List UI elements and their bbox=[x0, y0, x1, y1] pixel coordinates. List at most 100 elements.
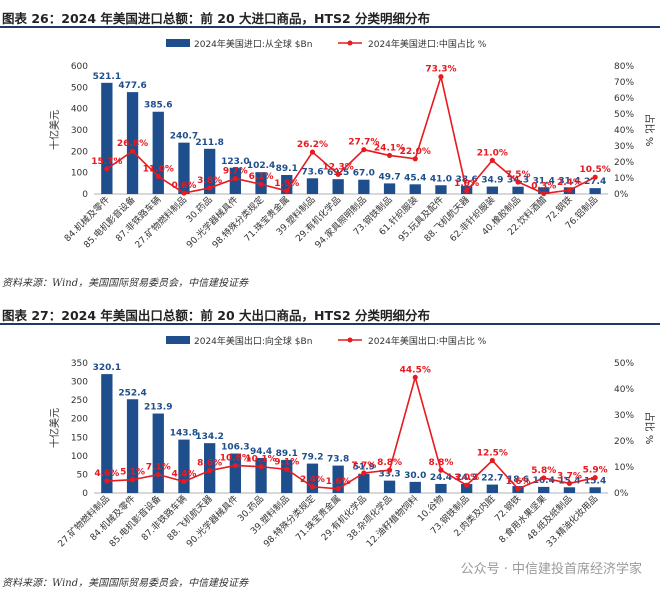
bar-value-label: 320.1 bbox=[93, 363, 121, 373]
bar bbox=[538, 486, 550, 493]
share-value-label: 10.5% bbox=[580, 165, 611, 175]
category-label: 84.机械及零件 bbox=[62, 194, 112, 244]
y2-tick-label: 40% bbox=[614, 385, 634, 395]
bar bbox=[409, 184, 421, 194]
bar-value-label: 22.7 bbox=[481, 474, 503, 484]
y2-tick-label: 30% bbox=[614, 142, 634, 152]
bar-value-label: 79.2 bbox=[301, 453, 323, 463]
share-point bbox=[232, 175, 238, 182]
figure-26-chart: 2024年美国进口:从全球 $Bn 2024年美国进口:中国占比 % 0 100 200… bbox=[48, 38, 656, 250]
bar-value-label: 38.6 bbox=[456, 175, 478, 185]
share-point bbox=[181, 190, 187, 196]
y2-tick-label: 10% bbox=[614, 463, 634, 473]
share-point bbox=[258, 464, 264, 470]
bar bbox=[538, 187, 550, 194]
bar-value-label: 521.1 bbox=[93, 72, 121, 82]
bar bbox=[306, 463, 319, 493]
y2-tick-label: 20% bbox=[614, 437, 634, 447]
share-point bbox=[129, 148, 136, 154]
share-value-label: 10.6% bbox=[220, 453, 251, 463]
figure-26-title: 图表 26：2024 年美国进口总额：前 20 大进口商品，HTS2 分类明细分… bbox=[2, 11, 431, 26]
y-tick-label: 300 bbox=[71, 126, 88, 136]
legend-line-marker bbox=[347, 337, 353, 343]
y-tick-label: 250 bbox=[71, 396, 88, 406]
figure-26-title-rule bbox=[0, 26, 660, 28]
legend-bar-label: 2024年美国出口:向全球 $Bn bbox=[194, 335, 312, 347]
share-point bbox=[541, 475, 547, 481]
bar-value-label: 15.4 bbox=[584, 476, 606, 486]
share-point bbox=[309, 484, 316, 490]
share-value-label: 5.9% bbox=[583, 466, 608, 476]
y-tick-label: 150 bbox=[71, 433, 88, 443]
share-value-label: 8.8% bbox=[428, 458, 453, 468]
y2-tick-label: 10% bbox=[614, 174, 634, 184]
bar bbox=[152, 111, 164, 194]
bar bbox=[435, 185, 447, 194]
bar-value-label: 102.4 bbox=[247, 161, 275, 171]
legend-bar-swatch bbox=[166, 39, 190, 47]
share-value-label: 0.6% bbox=[171, 181, 196, 191]
share-point bbox=[566, 480, 573, 486]
y2-tick-label: 50% bbox=[614, 359, 634, 369]
share-point bbox=[207, 185, 213, 191]
share-point bbox=[104, 478, 110, 484]
bar bbox=[306, 178, 319, 194]
share-value-label: 3.7% bbox=[557, 471, 582, 481]
legend-line-label: 2024年美国进口:中国占比 % bbox=[368, 38, 487, 50]
y-tick-label: 0 bbox=[82, 190, 88, 200]
y-tick-label: 0 bbox=[82, 489, 88, 499]
bar bbox=[101, 82, 113, 194]
share-point bbox=[438, 467, 444, 473]
share-value-label: 12.3% bbox=[323, 162, 354, 172]
bar-value-label: 73.6 bbox=[301, 167, 323, 177]
y-tick-label: 400 bbox=[71, 105, 88, 115]
share-point bbox=[284, 188, 290, 194]
share-value-label: 21.0% bbox=[477, 148, 508, 158]
bar bbox=[409, 481, 421, 493]
bar-value-label: 67.0 bbox=[353, 169, 375, 179]
y-tick-label: 200 bbox=[71, 147, 88, 157]
legend-line-label: 2024年美国出口:中国占比 % bbox=[368, 335, 487, 347]
share-value-label: 27.7% bbox=[348, 138, 379, 148]
bar-value-label: 477.6 bbox=[118, 81, 146, 91]
bar-value-label: 18.6 bbox=[507, 475, 529, 485]
share-value-label: 8.8% bbox=[377, 458, 402, 468]
share-point bbox=[489, 457, 495, 464]
share-value-label: 3.8% bbox=[197, 176, 222, 186]
y-tick-label: 500 bbox=[71, 83, 88, 93]
share-point bbox=[129, 477, 136, 483]
bar-value-label: 34.9 bbox=[481, 176, 503, 186]
bar bbox=[486, 484, 499, 493]
bar-value-label: 33.3 bbox=[378, 470, 400, 480]
share-value-label: 4.4% bbox=[171, 470, 196, 480]
share-value-label: 26.2% bbox=[297, 140, 328, 150]
share-value-label: 8.6% bbox=[197, 459, 222, 469]
bar bbox=[358, 473, 370, 493]
bar bbox=[512, 186, 524, 194]
figure-27-title-rule bbox=[0, 323, 660, 325]
y-tick-label: 200 bbox=[71, 415, 88, 425]
bar bbox=[486, 186, 499, 194]
bar bbox=[332, 465, 344, 493]
share-value-label: 15.7% bbox=[91, 157, 122, 167]
bar bbox=[101, 374, 113, 493]
bar bbox=[178, 142, 190, 194]
share-value-label: 1.9% bbox=[454, 179, 479, 189]
bar-value-label: 106.3 bbox=[221, 443, 249, 453]
share-point bbox=[335, 171, 341, 177]
bar-value-label: 30.0 bbox=[404, 471, 426, 481]
bar-value-label: 45.4 bbox=[404, 173, 426, 183]
y2-tick-label: 0% bbox=[614, 190, 629, 200]
share-value-label: 44.5% bbox=[400, 365, 431, 375]
bar bbox=[383, 183, 396, 194]
share-point bbox=[207, 468, 213, 474]
share-point bbox=[412, 156, 418, 162]
share-point bbox=[155, 173, 161, 179]
bar-value-label: 41.0 bbox=[430, 174, 452, 184]
watermark: 公众号 · 中信建投首席经济学家 bbox=[460, 562, 642, 577]
share-point bbox=[541, 190, 547, 197]
bar bbox=[126, 92, 139, 194]
y2-tick-label: 60% bbox=[614, 94, 634, 104]
share-value-label: 9.7% bbox=[223, 166, 248, 176]
y-axis-title: 十亿美元 bbox=[48, 110, 61, 150]
